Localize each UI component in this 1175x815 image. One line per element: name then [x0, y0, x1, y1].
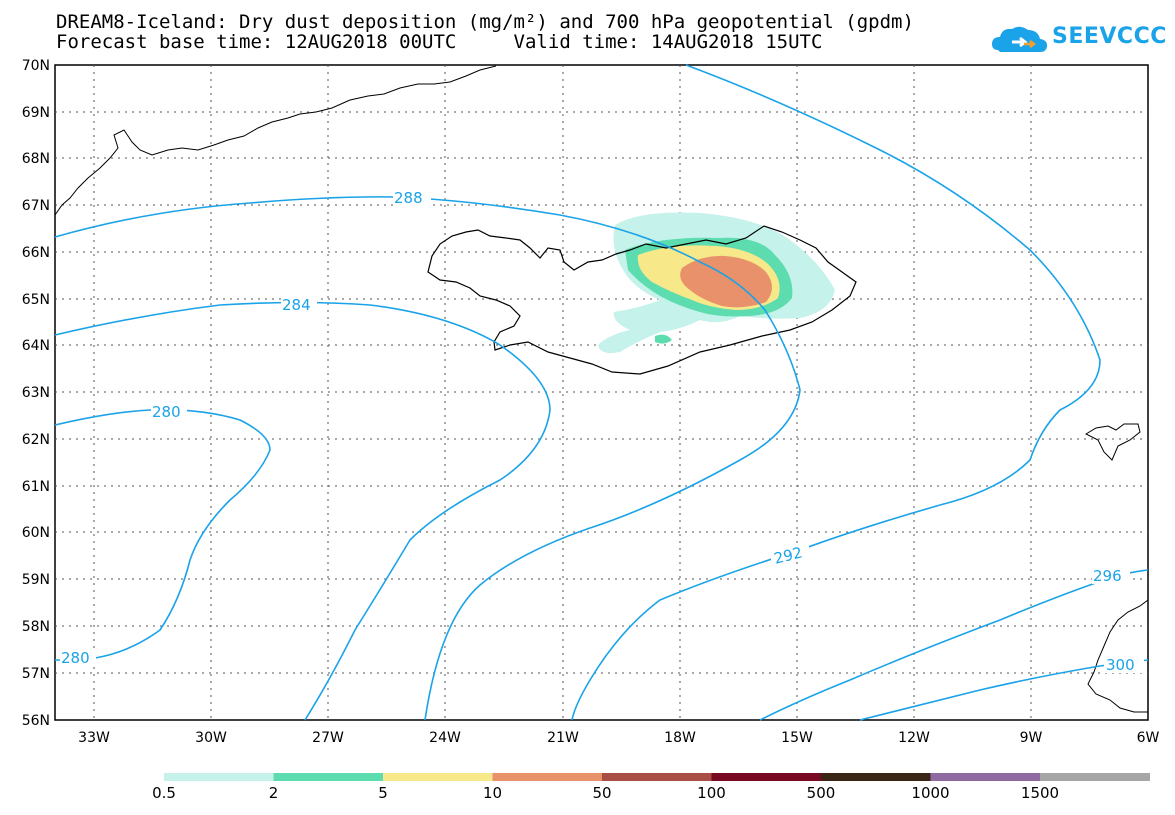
- greenland-coastline: [54, 65, 497, 216]
- longitude-labels: 33W 30W 27W 24W 21W 18W 15W 12W 9W 6W: [78, 730, 1159, 746]
- map-title: DREAM8-Iceland: Dry dust deposition (mg/…: [56, 11, 914, 33]
- lon-label: 12W: [898, 730, 930, 746]
- contour-label-300: 300: [1106, 656, 1135, 674]
- grid-lines: [55, 65, 1148, 720]
- lat-label: 66N: [22, 245, 50, 261]
- legend-swatch: [492, 773, 603, 781]
- legend-label: 1500: [1021, 784, 1059, 802]
- lon-label: 30W: [195, 730, 227, 746]
- lat-label: 57N: [22, 666, 50, 682]
- faroe-coastline: [1084, 423, 1141, 461]
- legend-label: 10: [483, 784, 502, 802]
- legend-label: 5: [378, 784, 388, 802]
- logo-text: SEEVCCC: [1052, 24, 1167, 49]
- contour-label-280-b: 280: [61, 649, 90, 667]
- legend-label: 100: [697, 784, 726, 802]
- lat-label: 67N: [22, 198, 50, 214]
- lat-label: 61N: [22, 479, 50, 495]
- contour-label-296: 296: [1093, 567, 1122, 585]
- iceland-coastline: [427, 225, 857, 375]
- lon-label: 18W: [664, 730, 696, 746]
- lat-label: 62N: [22, 432, 50, 448]
- lat-label: 63N: [22, 385, 50, 401]
- cloud-icon: [992, 26, 1048, 52]
- lat-label: 65N: [22, 292, 50, 308]
- legend-swatch: [602, 773, 712, 781]
- color-legend: 0.5 2 5 10 50 100 500 1000 1500: [152, 773, 1150, 802]
- legend-swatch: [273, 773, 384, 781]
- contour-labels: 288 284 280 280 292 296 300: [60, 189, 1144, 674]
- legend-swatch: [383, 773, 493, 781]
- lat-label: 69N: [22, 105, 50, 121]
- legend-label: 2: [269, 784, 279, 802]
- lon-label: 15W: [781, 730, 813, 746]
- legend-label: 0.5: [152, 784, 176, 802]
- lon-label: 27W: [312, 730, 344, 746]
- lat-label: 60N: [22, 525, 50, 541]
- legend-label: 1000: [911, 784, 949, 802]
- latitude-labels: 70N 69N 68N 67N 66N 65N 64N 63N 62N 61N …: [22, 58, 50, 729]
- lon-label: 33W: [78, 730, 110, 746]
- contour-label-288: 288: [394, 189, 423, 207]
- lat-label: 68N: [22, 151, 50, 167]
- lon-label: 6W: [1137, 730, 1160, 746]
- lat-label: 59N: [22, 572, 50, 588]
- lon-label: 9W: [1020, 730, 1043, 746]
- lat-label: 58N: [22, 619, 50, 635]
- lat-label: 64N: [22, 338, 50, 354]
- contour-label-284: 284: [282, 296, 311, 314]
- legend-label: 500: [807, 784, 836, 802]
- map-subtitle: Forecast base time: 12AUG2018 00UTC Vali…: [56, 31, 823, 53]
- legend-swatch: [164, 773, 274, 781]
- legend-swatch: [930, 773, 1041, 781]
- legend-swatch: [821, 773, 931, 781]
- lat-label: 70N: [22, 58, 50, 74]
- legend-swatch: [711, 773, 822, 781]
- legend-label: 50: [592, 784, 611, 802]
- dust-deposition-field: [598, 212, 835, 354]
- lat-label: 56N: [22, 713, 50, 729]
- lon-label: 24W: [429, 730, 461, 746]
- legend-swatch: [1040, 773, 1150, 781]
- lon-label: 21W: [547, 730, 579, 746]
- contour-label-280-a: 280: [152, 403, 181, 421]
